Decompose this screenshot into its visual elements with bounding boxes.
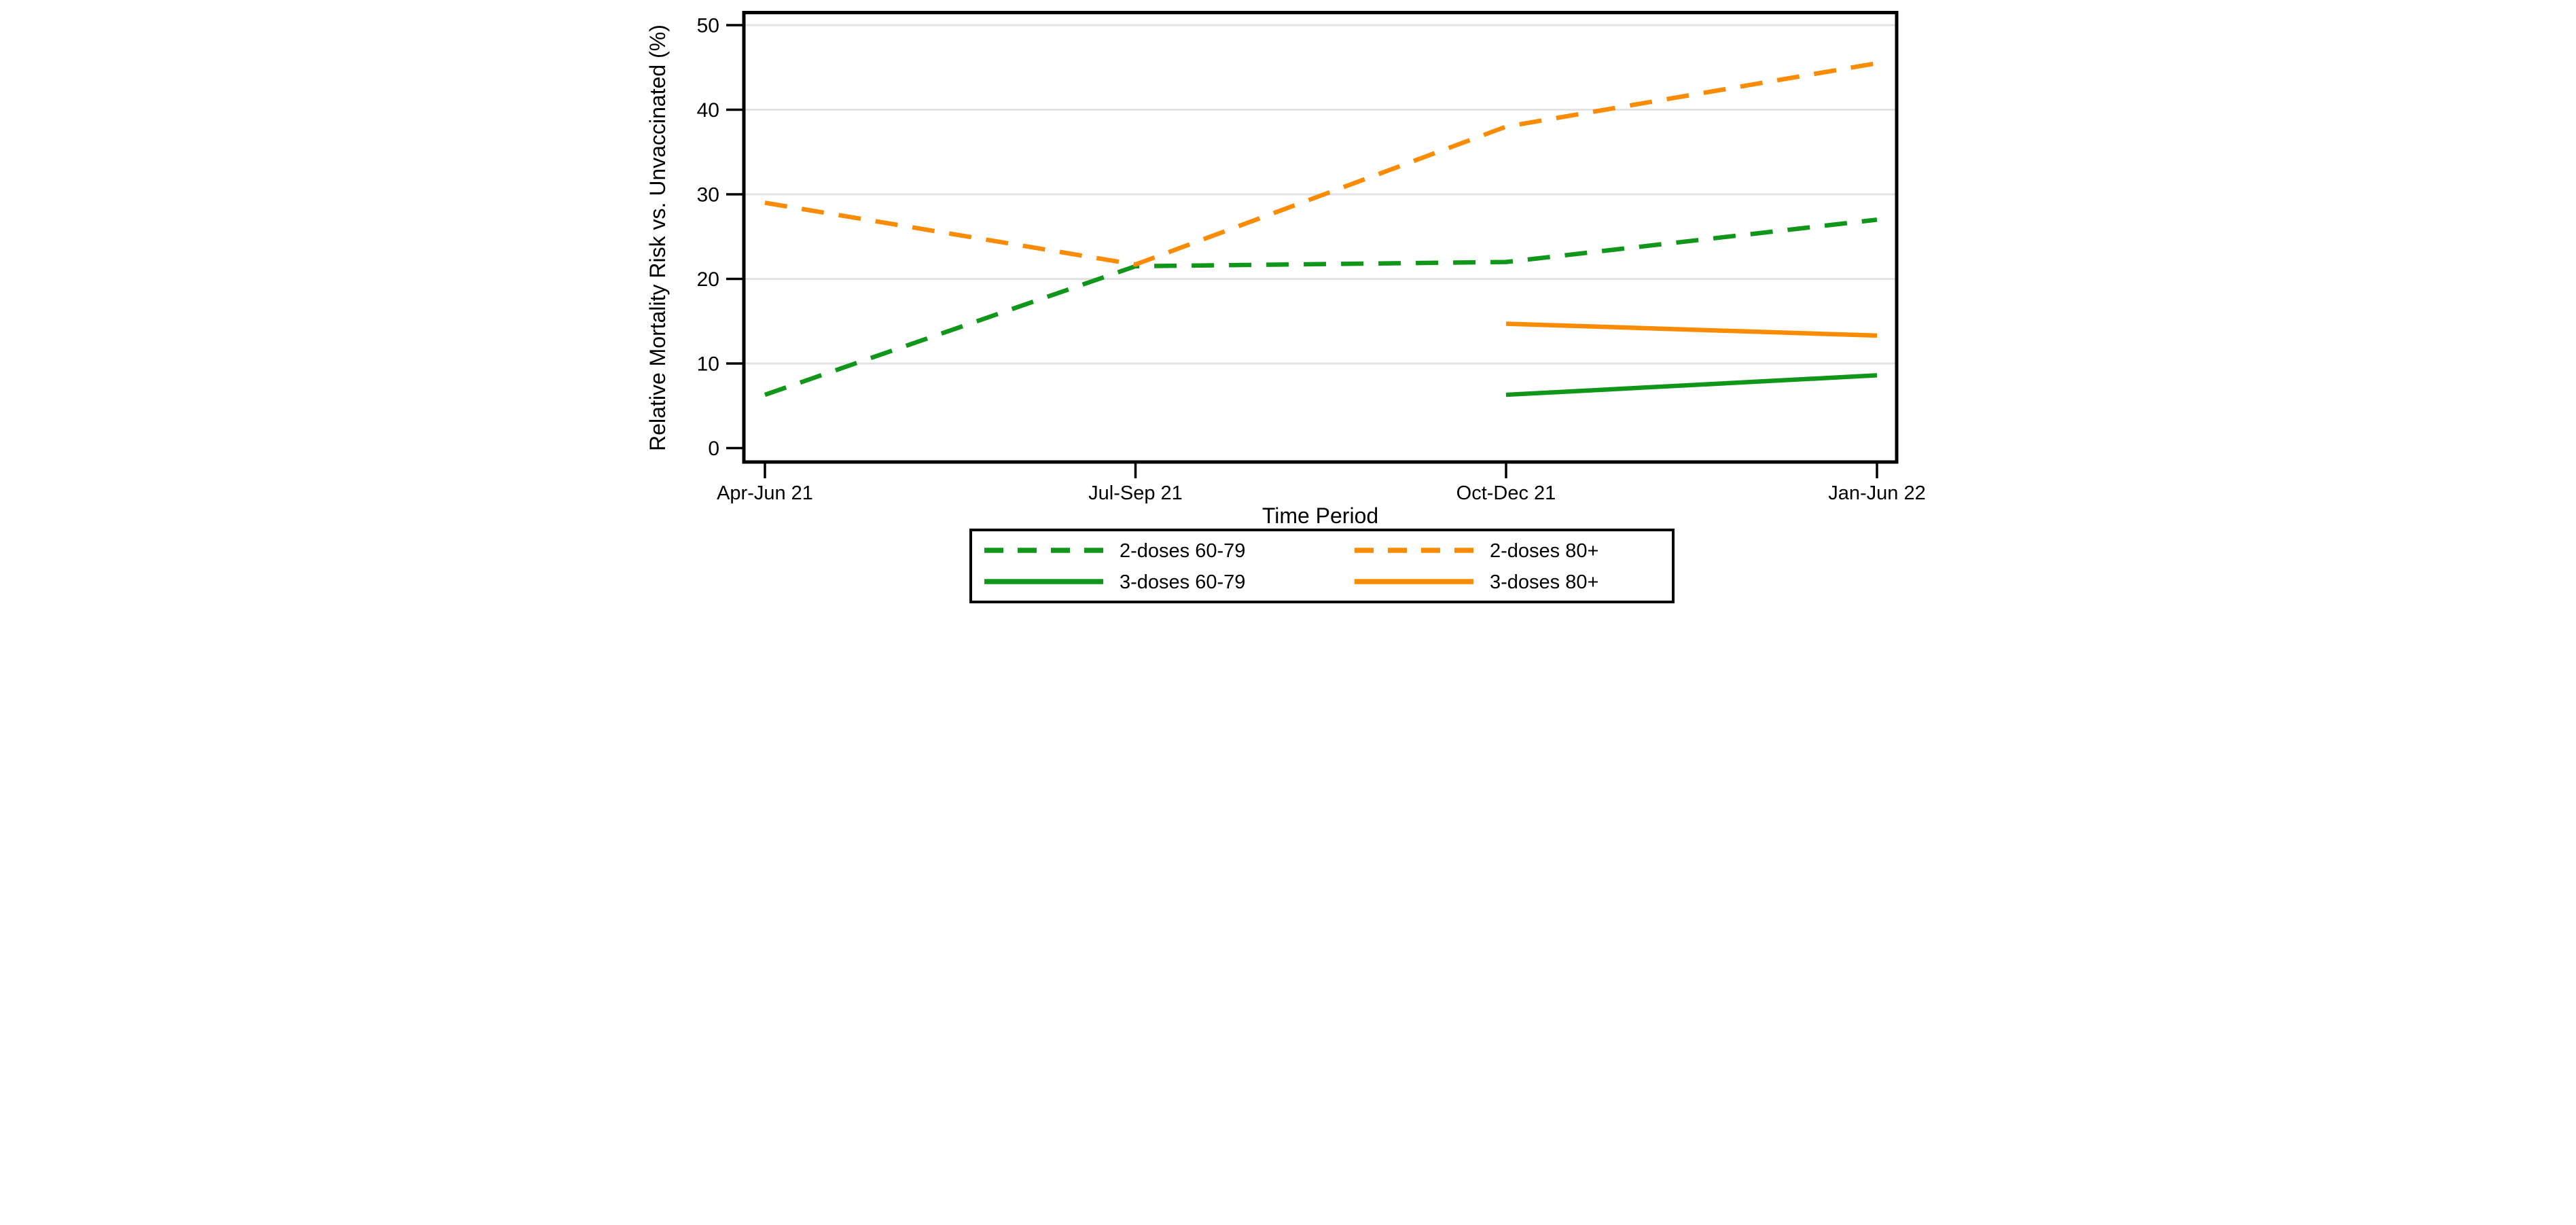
series-line-3-doses-60-79: [1505, 373, 1878, 397]
y-axis-ticks: 0 10 20 30 40 50: [697, 15, 744, 460]
legend-entry-3-doses-60-79: 3-doses 60-79: [984, 571, 1245, 593]
y-tick-label-10: 10: [697, 353, 719, 376]
x-tick-label-1: Jul-Sep 21: [1088, 482, 1183, 504]
chart-figure: 0 10 20 30 40 50 Apr-Jun 21 Jul-Sep 21 Oct-Dec …: [644, 0, 1932, 613]
x-tick-label-3: Jan-Jun 22: [1828, 482, 1926, 504]
y-tick-label-0: 0: [708, 438, 719, 460]
y-tick-label-20: 20: [697, 268, 719, 291]
x-tick-label-2: Oct-Dec 21: [1456, 482, 1556, 504]
x-axis-ticks: Apr-Jun 21 Jul-Sep 21 Oct-Dec 21 Jan-Jun 22: [717, 462, 1926, 504]
legend-label: 3-doses 80+: [1490, 571, 1598, 593]
series-line-2-doses-60-79: [764, 217, 1878, 397]
legend-label: 3-doses 60-79: [1120, 571, 1245, 593]
legend-entry-3-doses-80+: 3-doses 80+: [1355, 571, 1598, 593]
series-line-3-doses-80+: [1505, 321, 1878, 338]
legend-box: [969, 529, 1675, 603]
plot-border: [742, 11, 1899, 464]
chart-background: [644, 0, 1932, 613]
plot-border-group: [742, 11, 1899, 464]
mortality-risk-line-chart: 0 10 20 30 40 50 Apr-Jun 21 Jul-Sep 21 Oct-Dec …: [644, 0, 1932, 613]
legend-label: 2-doses 80+: [1490, 540, 1598, 562]
x-axis-title: Time Period: [1262, 503, 1378, 528]
y-tick-label-30: 30: [697, 184, 719, 207]
y-tick-label-50: 50: [697, 15, 719, 37]
legend-entry-2-doses-60-79: 2-doses 60-79: [984, 540, 1245, 562]
legend-label: 2-doses 60-79: [1120, 540, 1245, 562]
x-tick-label-0: Apr-Jun 21: [717, 482, 813, 504]
series-lines: [764, 60, 1878, 397]
legend: 2-doses 60-79 2-doses 80+ 3-doses 60-79 3-d…: [969, 529, 1675, 603]
y-axis-title: Relative Mortality Risk vs. Unvaccinated…: [645, 24, 670, 451]
legend-entry-2-doses-80+: 2-doses 80+: [1355, 540, 1598, 562]
series-line-2-doses-80+: [764, 60, 1878, 267]
y-tick-label-40: 40: [697, 99, 719, 122]
